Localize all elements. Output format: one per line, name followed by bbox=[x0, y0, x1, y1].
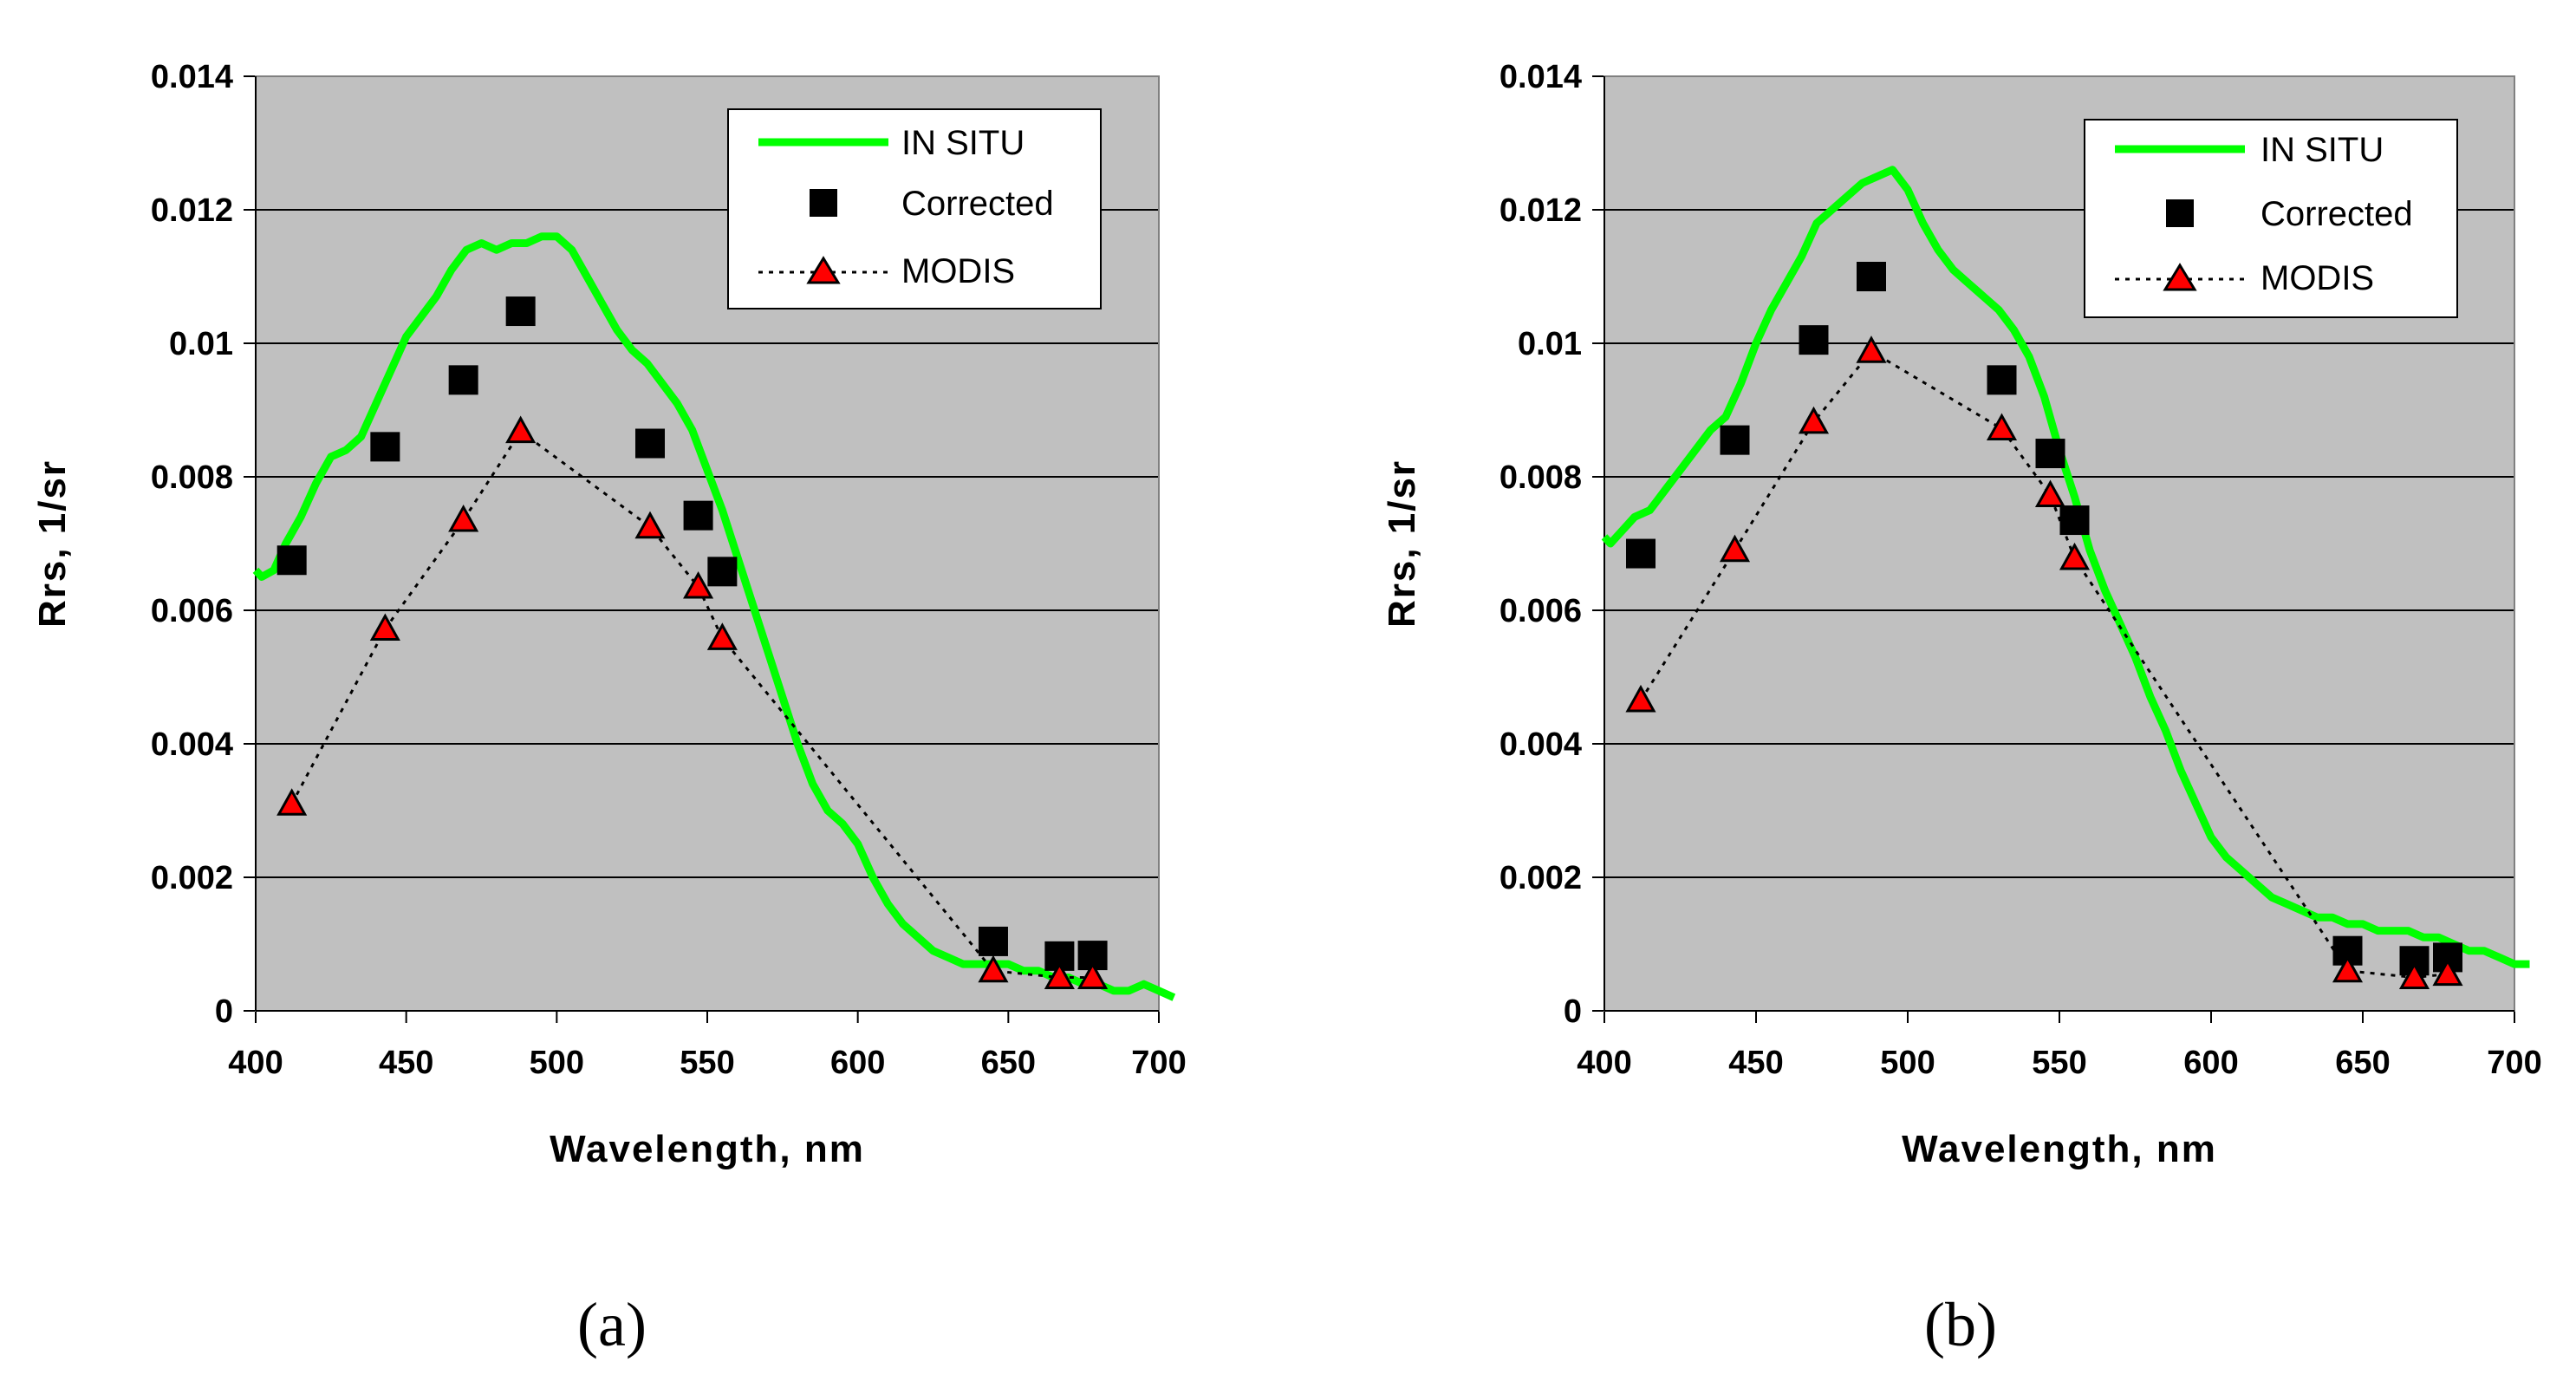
y-tick-label: 0 bbox=[215, 993, 233, 1030]
legend: IN SITU Corrected MODIS bbox=[2084, 119, 2458, 318]
point-modis bbox=[2034, 479, 2066, 508]
legend-swatch-corrected bbox=[2166, 199, 2194, 227]
point-modis bbox=[706, 622, 738, 650]
series-line-modis bbox=[290, 429, 1093, 979]
point-corrected bbox=[276, 545, 307, 576]
series-layer bbox=[1601, 166, 2530, 989]
legend-label-corrected: Corrected bbox=[901, 185, 1054, 223]
x-tick-label: 700 bbox=[1131, 1045, 1186, 1081]
x-tick-label: 550 bbox=[2032, 1045, 2086, 1081]
y-tick-label: 0.006 bbox=[151, 593, 233, 629]
point-corrected bbox=[978, 926, 1008, 956]
x-tick-label: 700 bbox=[2487, 1045, 2541, 1081]
point-modis bbox=[1719, 534, 1751, 563]
point-modis bbox=[276, 788, 308, 816]
point-corrected bbox=[370, 432, 400, 462]
panel-a: 0 0.002 0.004 0.006 0.008 0.01 0.012 0.014 400 45… bbox=[31, 59, 1187, 1359]
legend: IN SITU Corrected MODIS bbox=[727, 108, 1102, 309]
panel-label-a: (a) bbox=[577, 1290, 647, 1359]
y-tick-label: 0.008 bbox=[151, 459, 233, 496]
x-tick-label: 600 bbox=[2183, 1045, 2238, 1081]
point-modis bbox=[1986, 413, 2018, 441]
point-modis bbox=[2398, 961, 2430, 989]
point-modis bbox=[505, 415, 537, 444]
point-corrected bbox=[1720, 425, 1750, 455]
point-corrected bbox=[1857, 262, 1886, 291]
y-tick-label: 0.002 bbox=[151, 860, 233, 896]
legend-label-modis: MODIS bbox=[2261, 259, 2374, 297]
tick-labels: 0 0.002 0.004 0.006 0.008 0.01 0.012 0.014 400 45… bbox=[1499, 59, 2542, 1081]
point-corrected bbox=[505, 296, 536, 327]
point-corrected bbox=[1799, 325, 1829, 355]
y-axis-title: Rrs, 1/sr bbox=[1381, 459, 1423, 628]
point-modis bbox=[2332, 954, 2364, 983]
y-axis-title: Rrs, 1/sr bbox=[31, 459, 74, 628]
series-line-in-situ bbox=[252, 232, 1176, 1001]
point-modis bbox=[634, 511, 666, 539]
legend-swatch-modis-marker bbox=[806, 256, 841, 284]
point-corrected bbox=[1626, 538, 1656, 569]
panel-b: 0 0.002 0.004 0.006 0.008 0.01 0.012 0.014 400 45… bbox=[1381, 59, 2542, 1359]
legend-label-in-situ: IN SITU bbox=[2261, 131, 2384, 169]
y-tick-label: 0.01 bbox=[1518, 326, 1582, 362]
legend-label-in-situ: IN SITU bbox=[901, 124, 1025, 162]
x-axis-title: Wavelength, nm bbox=[1902, 1128, 2217, 1170]
y-tick-label: 0.002 bbox=[1499, 860, 1582, 896]
y-tick-label: 0 bbox=[1564, 993, 1582, 1030]
x-tick-label: 450 bbox=[379, 1045, 433, 1081]
point-modis bbox=[2059, 542, 2091, 570]
legend-label-modis: MODIS bbox=[901, 252, 1015, 290]
point-corrected bbox=[448, 365, 478, 395]
x-tick-label: 500 bbox=[530, 1045, 584, 1081]
y-tick-label: 0.008 bbox=[1499, 459, 1582, 496]
x-tick-label: 450 bbox=[1728, 1045, 1783, 1081]
x-tick-label: 650 bbox=[2335, 1045, 2390, 1081]
legend-swatch-modis-marker bbox=[2163, 263, 2197, 291]
point-modis bbox=[448, 504, 479, 532]
point-modis bbox=[1625, 684, 1656, 713]
point-modis bbox=[683, 570, 714, 599]
x-tick-label: 500 bbox=[1880, 1045, 1935, 1081]
x-tick-label: 650 bbox=[981, 1045, 1036, 1081]
point-modis bbox=[1856, 335, 1887, 363]
series-layer bbox=[252, 232, 1176, 1001]
point-corrected bbox=[2059, 505, 2090, 536]
point-corrected bbox=[683, 500, 713, 531]
point-modis bbox=[2432, 958, 2463, 987]
point-modis bbox=[369, 613, 400, 642]
legend-label-corrected: Corrected bbox=[2261, 195, 2413, 233]
y-tick-label: 0.004 bbox=[1499, 726, 1582, 763]
tick-labels: 0 0.002 0.004 0.006 0.008 0.01 0.012 0.014 400 45… bbox=[151, 59, 1187, 1081]
point-modis bbox=[978, 954, 1009, 983]
series-line-modis bbox=[1639, 349, 2449, 980]
y-tick-label: 0.014 bbox=[151, 59, 233, 95]
point-modis bbox=[1798, 406, 1830, 434]
x-tick-label: 550 bbox=[680, 1045, 734, 1081]
y-tick-label: 0.006 bbox=[1499, 593, 1582, 629]
panel-label-b: (b) bbox=[1924, 1290, 1997, 1359]
y-tick-label: 0.014 bbox=[1499, 59, 1582, 95]
legend-swatch-corrected bbox=[810, 189, 837, 217]
y-tick-label: 0.012 bbox=[151, 192, 233, 229]
point-corrected bbox=[635, 428, 666, 459]
y-tick-label: 0.004 bbox=[151, 726, 233, 763]
x-tick-label: 600 bbox=[830, 1045, 885, 1081]
point-corrected bbox=[1987, 365, 2017, 395]
axes bbox=[1592, 75, 2515, 1023]
point-modis bbox=[1077, 961, 1109, 989]
point-modis bbox=[1044, 961, 1075, 989]
x-axis-title: Wavelength, nm bbox=[550, 1128, 865, 1170]
point-corrected bbox=[2035, 439, 2065, 469]
x-tick-label: 400 bbox=[1577, 1045, 1631, 1081]
y-tick-label: 0.012 bbox=[1499, 192, 1582, 229]
y-tick-label: 0.01 bbox=[169, 326, 233, 362]
point-corrected bbox=[707, 557, 738, 587]
axes bbox=[244, 75, 1160, 1023]
x-tick-label: 400 bbox=[228, 1045, 283, 1081]
